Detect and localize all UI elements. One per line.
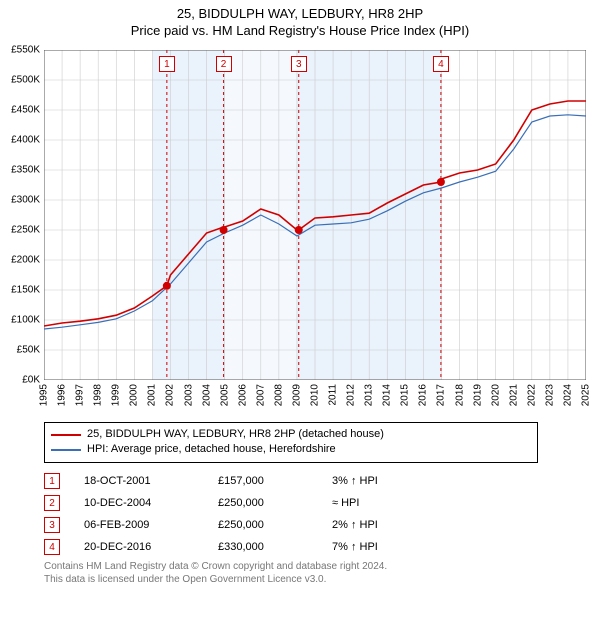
y-tick: £200K — [4, 255, 40, 266]
event-row: 4 20-DEC-2016 £330,000 7% ↑ HPI — [44, 536, 452, 558]
event-row: 2 10-DEC-2004 £250,000 ≈ HPI — [44, 492, 452, 514]
event-date: 06-FEB-2009 — [84, 519, 194, 531]
event-delta: 7% ↑ HPI — [332, 541, 452, 553]
x-tick: 2015 — [400, 384, 411, 406]
x-tick: 2002 — [165, 384, 176, 406]
x-tick: 1998 — [93, 384, 104, 406]
x-tick: 2005 — [219, 384, 230, 406]
event-number: 3 — [44, 517, 60, 533]
event-marker-label: 3 — [291, 56, 307, 72]
x-tick: 1997 — [75, 384, 86, 406]
legend-item: 25, BIDDULPH WAY, LEDBURY, HR8 2HP (deta… — [51, 427, 531, 442]
x-tick: 2003 — [183, 384, 194, 406]
y-tick: £0K — [4, 375, 40, 386]
event-date: 20-DEC-2016 — [84, 541, 194, 553]
x-tick: 2009 — [291, 384, 302, 406]
x-tick: 2022 — [526, 384, 537, 406]
x-tick: 1995 — [39, 384, 50, 406]
x-tick: 2007 — [255, 384, 266, 406]
legend-label: 25, BIDDULPH WAY, LEDBURY, HR8 2HP (deta… — [87, 427, 384, 442]
event-marker-label: 1 — [159, 56, 175, 72]
legend-label: HPI: Average price, detached house, Here… — [87, 442, 336, 457]
x-tick: 2021 — [508, 384, 519, 406]
x-tick: 2019 — [472, 384, 483, 406]
x-tick: 1996 — [57, 384, 68, 406]
y-tick: £450K — [4, 105, 40, 116]
event-marker-label: 4 — [433, 56, 449, 72]
y-tick: £400K — [4, 135, 40, 146]
price-chart — [44, 50, 586, 380]
x-tick: 2012 — [346, 384, 357, 406]
page-title: 25, BIDDULPH WAY, LEDBURY, HR8 2HP — [0, 6, 600, 21]
x-tick: 2013 — [364, 384, 375, 406]
event-marker-label: 2 — [216, 56, 232, 72]
y-tick: £50K — [4, 345, 40, 356]
event-date: 10-DEC-2004 — [84, 497, 194, 509]
page-subtitle: Price paid vs. HM Land Registry's House … — [0, 23, 600, 38]
x-tick: 2023 — [544, 384, 555, 406]
x-tick: 2011 — [328, 384, 339, 406]
event-delta: ≈ HPI — [332, 497, 452, 509]
x-tick: 2004 — [201, 384, 212, 406]
event-date: 18-OCT-2001 — [84, 475, 194, 487]
footer-line-2: This data is licensed under the Open Gov… — [44, 573, 564, 586]
x-tick: 2006 — [237, 384, 248, 406]
x-tick: 2016 — [418, 384, 429, 406]
event-number: 2 — [44, 495, 60, 511]
x-tick: 2017 — [436, 384, 447, 406]
event-number: 1 — [44, 473, 60, 489]
y-tick: £100K — [4, 315, 40, 326]
y-tick: £550K — [4, 45, 40, 56]
x-tick: 1999 — [111, 384, 122, 406]
x-tick: 2000 — [129, 384, 140, 406]
event-price: £250,000 — [218, 497, 308, 509]
y-tick: £500K — [4, 75, 40, 86]
footer: Contains HM Land Registry data © Crown c… — [44, 560, 564, 586]
x-tick: 2025 — [581, 384, 592, 406]
x-tick: 2008 — [273, 384, 284, 406]
x-tick: 2024 — [562, 384, 573, 406]
event-number: 4 — [44, 539, 60, 555]
legend-swatch — [51, 434, 81, 436]
event-delta: 2% ↑ HPI — [332, 519, 452, 531]
event-price: £330,000 — [218, 541, 308, 553]
y-tick: £300K — [4, 195, 40, 206]
y-tick: £150K — [4, 285, 40, 296]
legend: 25, BIDDULPH WAY, LEDBURY, HR8 2HP (deta… — [44, 422, 538, 463]
event-delta: 3% ↑ HPI — [332, 475, 452, 487]
event-price: £250,000 — [218, 519, 308, 531]
legend-swatch — [51, 449, 81, 451]
event-price: £157,000 — [218, 475, 308, 487]
event-row: 1 18-OCT-2001 £157,000 3% ↑ HPI — [44, 470, 452, 492]
y-tick: £250K — [4, 225, 40, 236]
x-tick: 2018 — [454, 384, 465, 406]
y-tick: £350K — [4, 165, 40, 176]
x-tick: 2001 — [147, 384, 158, 406]
legend-item: HPI: Average price, detached house, Here… — [51, 442, 531, 457]
footer-line-1: Contains HM Land Registry data © Crown c… — [44, 560, 564, 573]
x-tick: 2020 — [490, 384, 501, 406]
event-row: 3 06-FEB-2009 £250,000 2% ↑ HPI — [44, 514, 452, 536]
events-table: 1 18-OCT-2001 £157,000 3% ↑ HPI 2 10-DEC-2004… — [44, 470, 452, 558]
x-tick: 2014 — [382, 384, 393, 406]
x-tick: 2010 — [310, 384, 321, 406]
